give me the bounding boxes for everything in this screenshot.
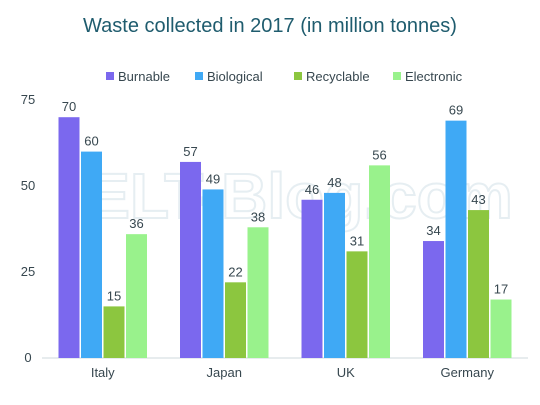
- bar-uk-biological: [324, 192, 345, 358]
- data-label-uk-burnable: 46: [305, 182, 319, 197]
- bar-germany-burnable: [423, 241, 444, 358]
- data-label-germany-electronic: 17: [494, 282, 508, 297]
- bar-germany-recyclable: [468, 210, 489, 358]
- y-tick-25: 25: [21, 264, 35, 279]
- y-tick-50: 50: [21, 178, 35, 193]
- bar-japan-biological: [202, 189, 224, 358]
- bar-japan-recyclable: [225, 282, 246, 358]
- bar-uk-recyclable: [346, 251, 368, 358]
- bar-japan-burnable: [180, 161, 201, 358]
- legend-label-recyclable: Recyclable: [306, 69, 370, 84]
- legend-label-burnable: Burnable: [118, 69, 170, 84]
- data-label-germany-burnable: 34: [426, 223, 440, 238]
- bar-uk-burnable: [301, 199, 323, 358]
- data-label-uk-biological: 48: [327, 175, 341, 190]
- data-label-germany-biological: 69: [449, 103, 463, 118]
- data-label-japan-biological: 49: [206, 171, 220, 186]
- data-label-uk-recyclable: 31: [350, 233, 364, 248]
- bar-uk-electronic: [369, 165, 390, 358]
- x-tick-germany: Germany: [441, 365, 495, 380]
- watermark: ELT-Blog.com: [87, 160, 512, 232]
- data-label-germany-recyclable: 43: [471, 192, 485, 207]
- x-tick-japan: Japan: [207, 365, 242, 380]
- data-label-italy-recyclable: 15: [107, 288, 121, 303]
- legend: Burnable Biological Recyclable Electronic: [106, 69, 463, 84]
- legend-label-electronic: Electronic: [405, 69, 463, 84]
- data-label-italy-electronic: 36: [129, 216, 143, 231]
- bar-italy-electronic: [126, 234, 147, 358]
- bar-italy-burnable: [58, 117, 80, 358]
- data-label-italy-burnable: 70: [62, 99, 76, 114]
- x-axis: Italy Japan UK Germany: [91, 365, 495, 380]
- bar-germany-biological: [445, 120, 467, 358]
- legend-swatch-recyclable: [294, 72, 302, 80]
- data-label-japan-electronic: 38: [251, 209, 265, 224]
- x-tick-uk: UK: [337, 365, 355, 380]
- data-label-italy-biological: 60: [84, 134, 98, 149]
- x-tick-italy: Italy: [91, 365, 115, 380]
- legend-swatch-biological: [195, 72, 203, 80]
- bar-japan-electronic: [247, 227, 269, 358]
- legend-label-biological: Biological: [207, 69, 263, 84]
- data-label-japan-recyclable: 22: [228, 264, 242, 279]
- y-tick-0: 0: [24, 350, 31, 365]
- data-label-uk-electronic: 56: [372, 147, 386, 162]
- bar-italy-biological: [81, 151, 102, 358]
- bars: 70 60 15 36 57 49 22 38 46 48 31 56 34 69 43 17: [58, 99, 512, 358]
- data-label-japan-burnable: 57: [183, 144, 197, 159]
- y-axis: 0 25 50 75: [21, 92, 35, 365]
- legend-swatch-electronic: [393, 72, 401, 80]
- bar-germany-electronic: [490, 299, 512, 358]
- y-tick-75: 75: [21, 92, 35, 107]
- chart-title: Waste collected in 2017 (in million tonn…: [83, 15, 457, 37]
- legend-swatch-burnable: [106, 72, 114, 80]
- bar-italy-recyclable: [103, 306, 125, 358]
